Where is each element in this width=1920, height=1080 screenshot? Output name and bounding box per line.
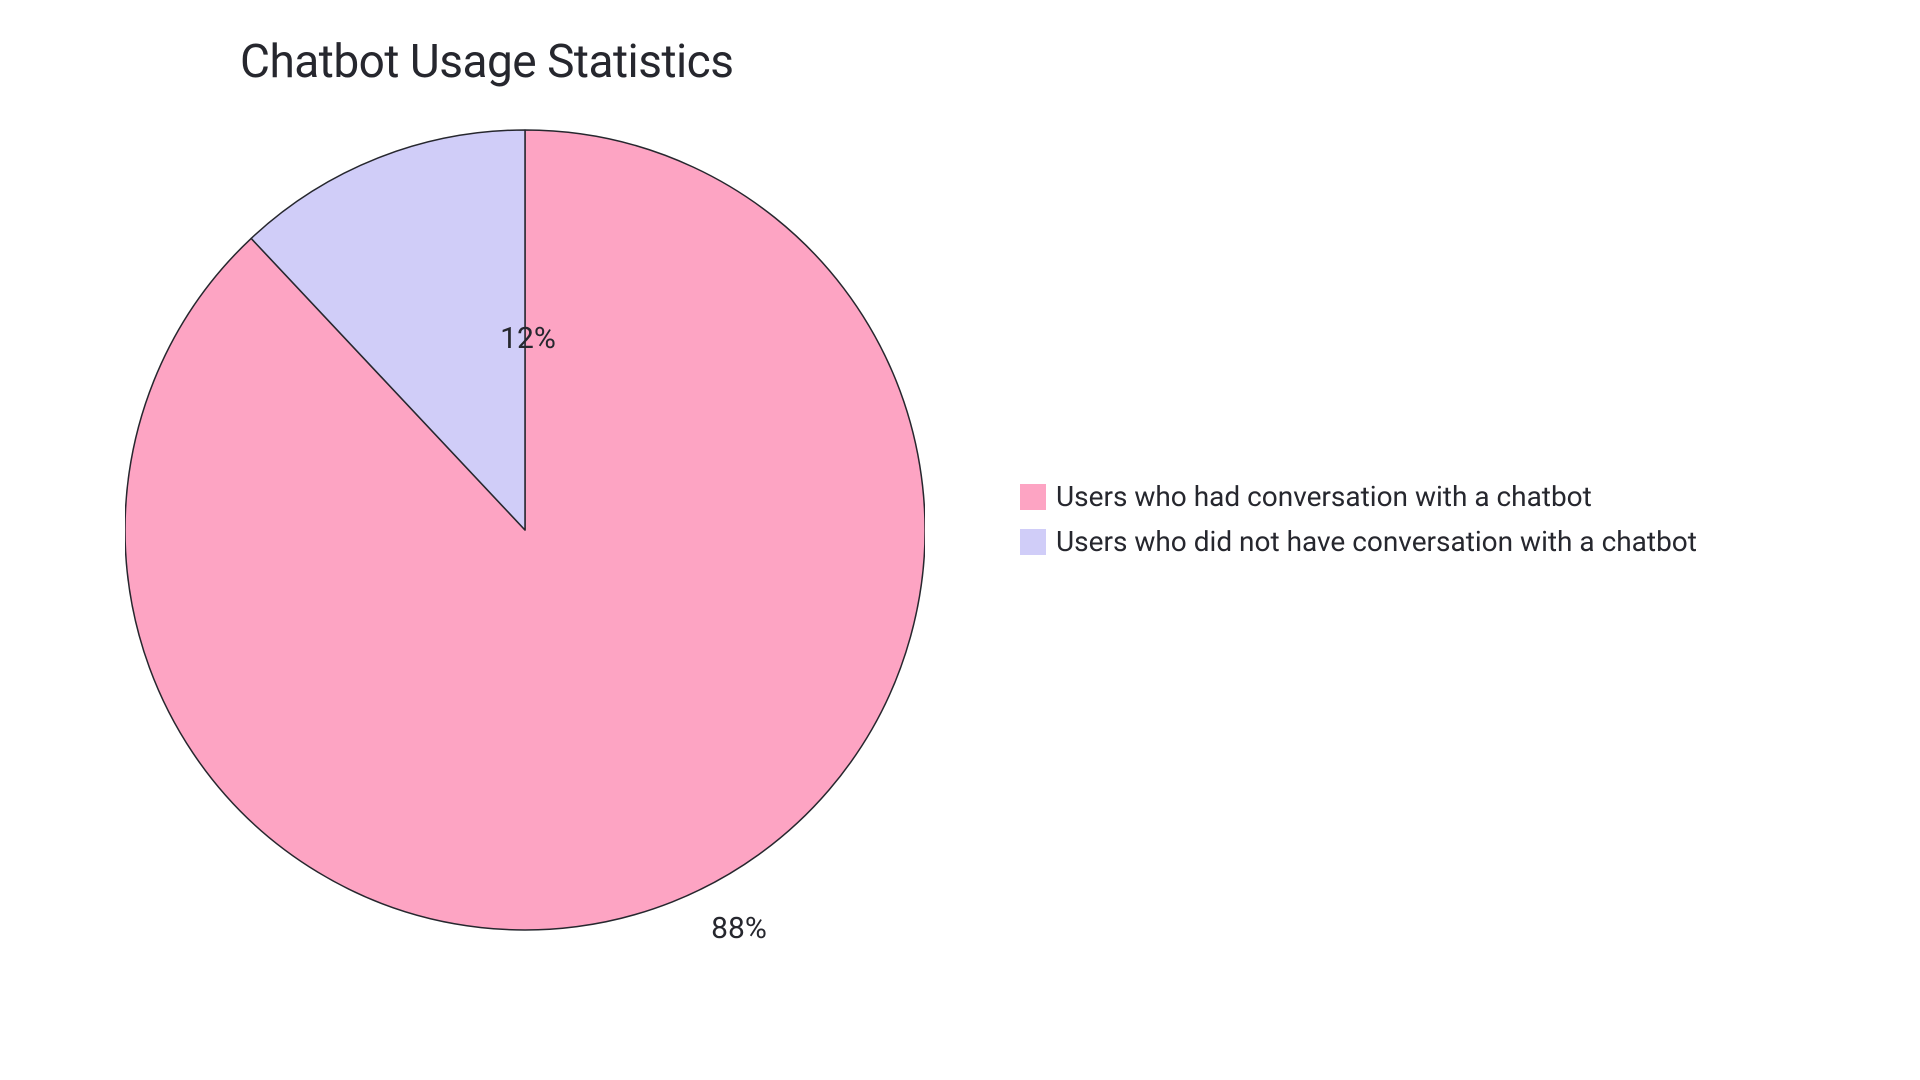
slice-percent-label: 12% (500, 321, 556, 356)
chart-container: Chatbot Usage Statistics 88%12% Users wh… (0, 0, 1920, 1080)
legend-swatch (1020, 484, 1046, 510)
legend-item: Users who did not have conversation with… (1020, 525, 1697, 558)
legend-item: Users who had conversation with a chatbo… (1020, 480, 1697, 513)
chart-title: Chatbot Usage Statistics (240, 35, 734, 89)
legend-label: Users who had conversation with a chatbo… (1056, 480, 1592, 513)
slice-percent-label: 88% (711, 911, 767, 946)
pie-chart: 88%12% (125, 110, 925, 910)
legend: Users who had conversation with a chatbo… (1020, 480, 1697, 558)
legend-label: Users who did not have conversation with… (1056, 525, 1697, 558)
legend-swatch (1020, 529, 1046, 555)
